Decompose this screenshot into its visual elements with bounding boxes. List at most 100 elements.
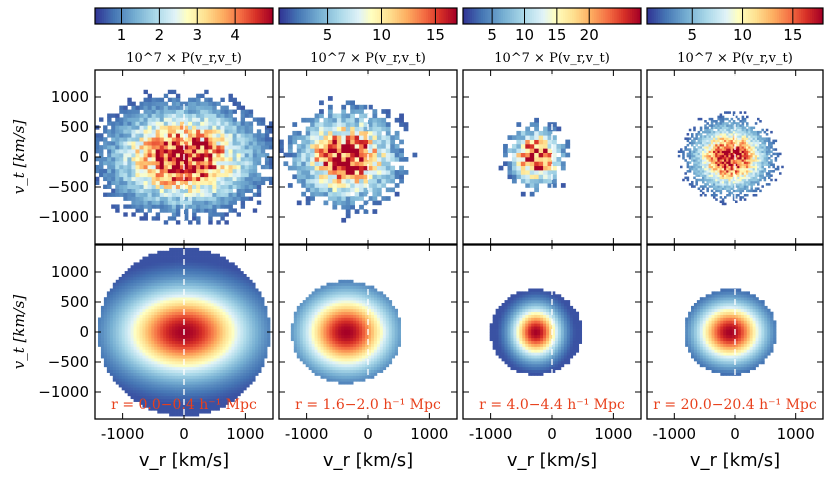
heatmap-cell	[172, 282, 176, 286]
heatmap-cell	[695, 165, 698, 169]
colorbar-segment	[206, 8, 209, 24]
heatmap-cell	[768, 152, 771, 156]
colorbar-segment	[179, 8, 183, 24]
heatmap-cell	[752, 137, 756, 140]
heatmap-cell	[178, 294, 182, 298]
heatmap-cell	[403, 122, 409, 127]
colorbar-segment	[485, 8, 488, 24]
heatmap-cell	[201, 369, 206, 373]
heatmap-cell	[154, 276, 158, 281]
heatmap-cell	[708, 148, 712, 151]
heatmap-cell	[130, 375, 134, 379]
heatmap-cell	[172, 340, 176, 344]
heatmap-cell	[184, 381, 188, 385]
heatmap-cell	[178, 404, 182, 408]
heatmap-cell	[198, 375, 203, 379]
heatmap-cell	[724, 159, 727, 162]
heatmap-cell	[139, 401, 143, 405]
colorbar-segment	[163, 8, 167, 24]
heatmap-cell	[739, 180, 742, 184]
heatmap-cell	[768, 163, 771, 167]
heatmap-cell	[737, 174, 740, 177]
colorbar-segment	[781, 8, 784, 24]
heatmap-cell	[186, 398, 191, 402]
heatmap-cell	[200, 149, 205, 154]
heatmap-cell	[115, 129, 120, 134]
heatmap-cell	[109, 349, 114, 353]
heatmap-cell	[208, 157, 213, 162]
heatmap-cell	[184, 180, 189, 186]
heatmap-cell	[748, 159, 751, 162]
heatmap-cell	[350, 196, 355, 201]
heatmap-cell	[107, 176, 112, 182]
heatmap-cell	[169, 303, 173, 307]
heatmap-cell	[171, 141, 177, 146]
heatmap-cell	[121, 366, 126, 371]
heatmap-cell	[739, 141, 742, 145]
heatmap-cell	[752, 189, 756, 193]
heatmap-cell	[115, 145, 120, 150]
heatmap-cell	[111, 153, 116, 158]
heatmap-cell	[520, 161, 526, 167]
heatmap-cell	[167, 160, 173, 166]
heatmap-cell	[728, 143, 731, 147]
heatmap-cell	[189, 297, 194, 301]
heatmap-cell	[200, 180, 205, 186]
heatmap-cell	[759, 135, 762, 138]
heatmap-cell	[130, 279, 134, 284]
heatmap-cell	[163, 279, 167, 284]
heatmap-cell	[768, 157, 771, 160]
heatmap-cell	[726, 128, 729, 132]
colorbar-segment	[110, 8, 114, 24]
heatmap-cell	[730, 143, 734, 147]
heatmap-cell	[354, 191, 360, 197]
heatmap-cell	[175, 337, 179, 342]
heatmap-cell	[181, 413, 185, 417]
heatmap-cell	[124, 387, 128, 391]
heatmap-cell	[136, 323, 140, 327]
heatmap-cell	[739, 196, 742, 199]
heatmap-cell	[296, 152, 302, 158]
heatmap-cell	[761, 159, 764, 162]
heatmap-cell	[175, 410, 179, 414]
heatmap-cell	[178, 274, 182, 278]
heatmap-cell	[287, 139, 293, 145]
heatmap-cell	[359, 196, 364, 201]
heatmap-cell	[106, 340, 111, 344]
heatmap-cell	[204, 133, 209, 138]
heatmap-cell	[244, 160, 250, 166]
heatmap-cell	[192, 101, 197, 106]
heatmap-cell	[175, 160, 181, 166]
colorbar-tick-label: 5	[487, 26, 497, 44]
heatmap-cell	[719, 139, 723, 143]
heatmap-cell	[195, 291, 200, 295]
heatmap-cell	[520, 165, 526, 171]
colorbar-segment	[244, 8, 247, 24]
heatmap-cell	[697, 137, 701, 140]
heatmap-cell	[151, 340, 155, 344]
heatmap-cell	[336, 148, 342, 153]
heatmap-cell	[157, 300, 161, 304]
heatmap-cell	[737, 176, 740, 180]
heatmap-cell	[151, 404, 155, 408]
heatmap-cell	[208, 172, 213, 178]
colorbar-segment	[730, 8, 734, 24]
heatmap-cell	[160, 326, 164, 330]
heatmap-cell	[310, 157, 315, 162]
heatmap-cell	[172, 363, 176, 368]
colorbar-tick-label: 15	[783, 26, 802, 44]
heatmap-cell	[136, 332, 140, 336]
heatmap-cell	[200, 188, 205, 193]
heatmap-cell	[127, 184, 132, 189]
heatmap-cell	[684, 148, 687, 151]
heatmap-cell	[184, 384, 188, 388]
heatmap-cell	[181, 326, 185, 330]
heatmap-cell	[139, 308, 143, 313]
heatmap-cell	[204, 188, 209, 193]
heatmap-cell	[142, 329, 146, 333]
heatmap-cell	[151, 355, 155, 359]
heatmap-cell	[715, 159, 718, 162]
heatmap-cell	[151, 168, 157, 174]
heatmap-cell	[198, 384, 203, 388]
heatmap-cell	[186, 250, 191, 255]
